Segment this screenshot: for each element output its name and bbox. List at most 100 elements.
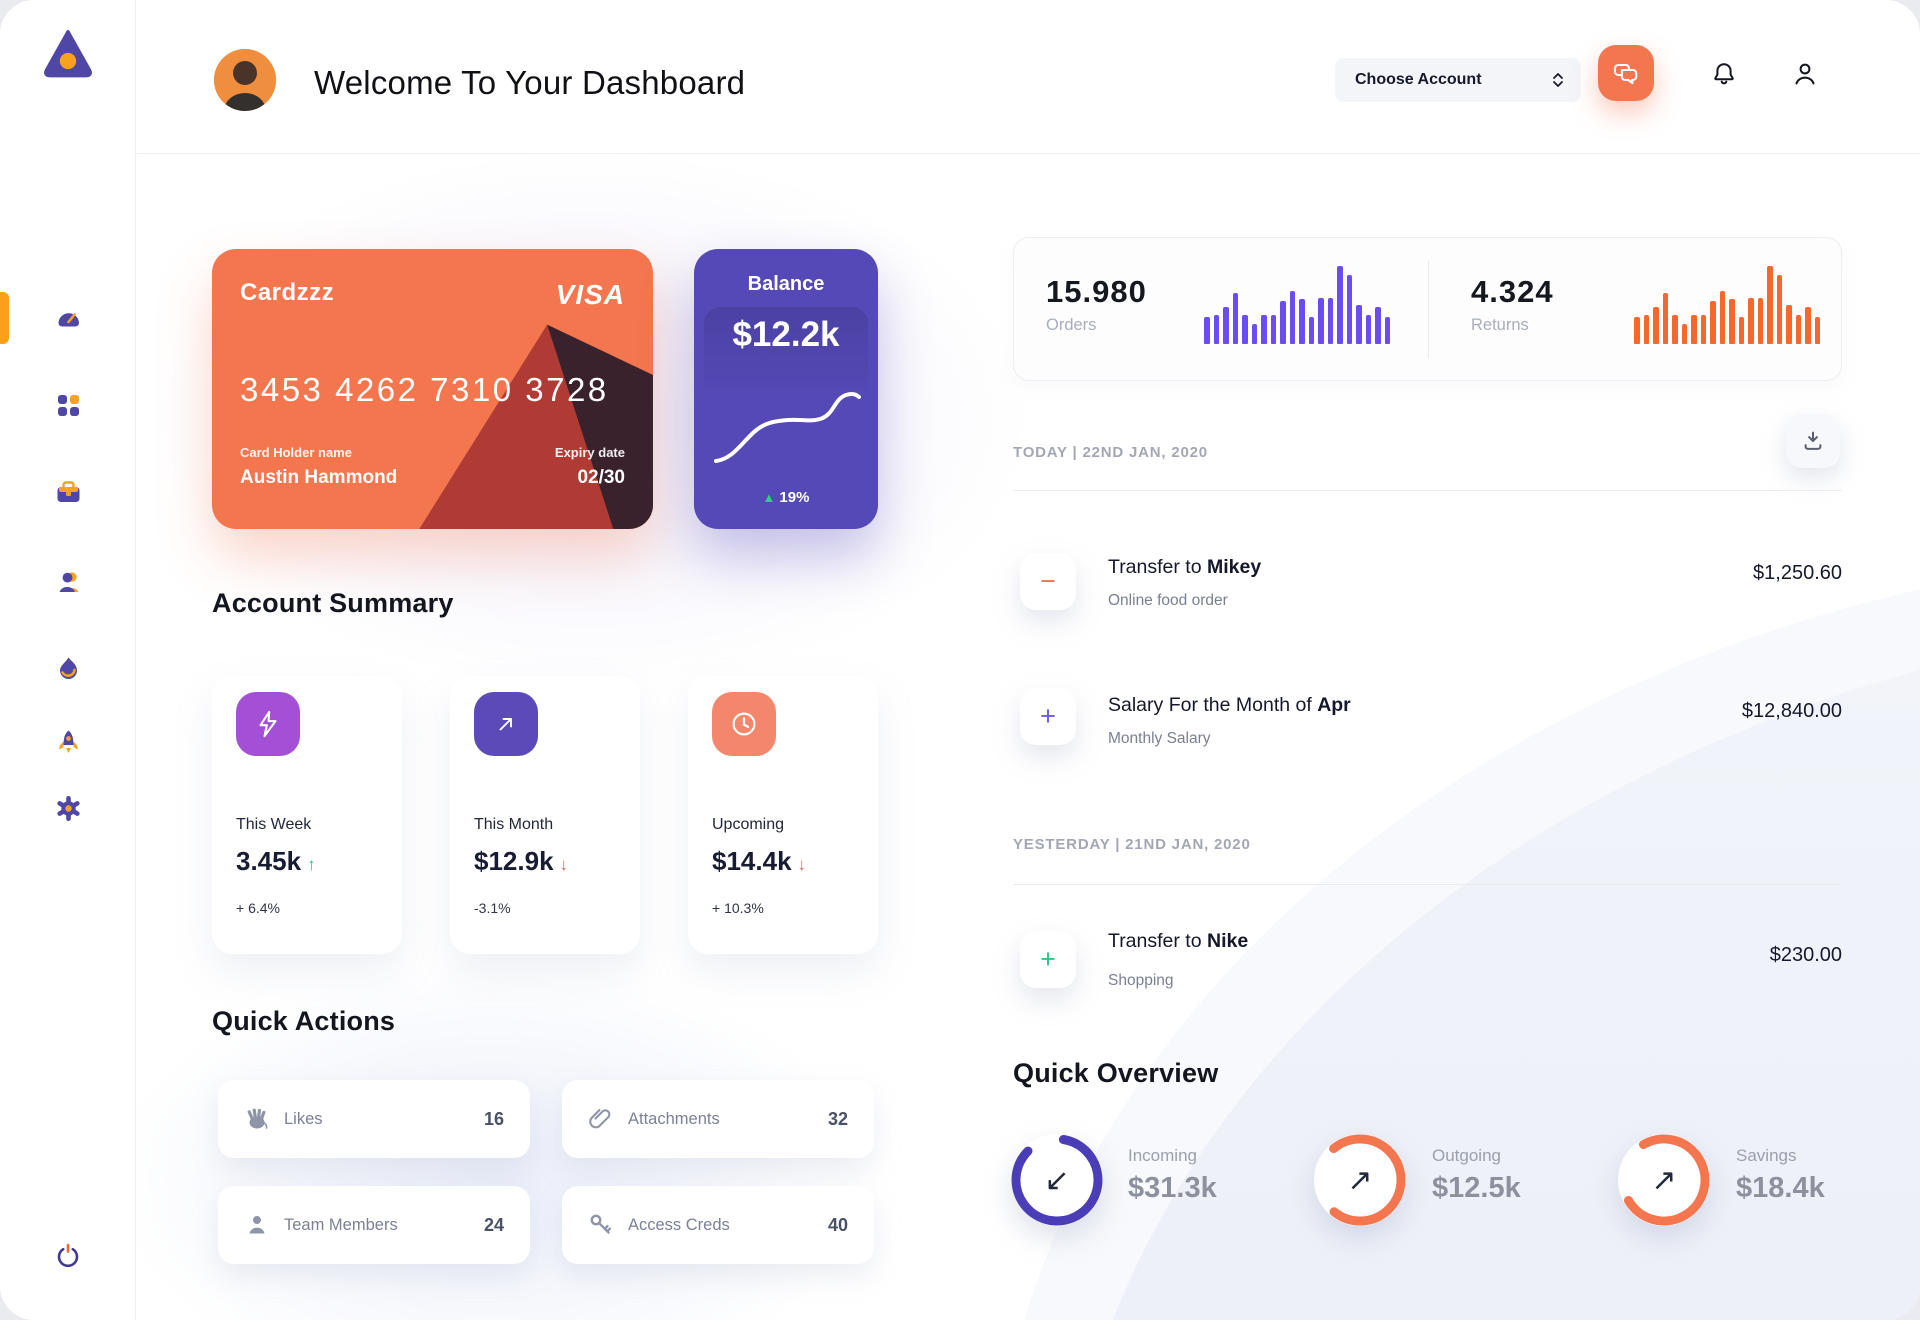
summary-delta: -3.1% <box>474 900 511 916</box>
page-title: Welcome To Your Dashboard <box>314 64 746 101</box>
orders-bar-chart <box>1204 264 1396 344</box>
summary-value: $14.4k ↓ <box>712 846 807 876</box>
bell-icon <box>1714 63 1734 85</box>
account-summary-title: Account Summary <box>212 588 454 618</box>
profile-button[interactable] <box>1791 60 1819 88</box>
transaction-amount: $1,250.60 <box>1753 562 1842 584</box>
download-icon <box>1804 431 1822 450</box>
orders-returns-panel: 15.980 Orders 4.324 Returns <box>1013 237 1842 381</box>
header-divider <box>137 153 1920 154</box>
active-nav-indicator <box>0 292 9 344</box>
outgoing-value: $12.5k <box>1432 1172 1521 1204</box>
quick-overview-title: Quick Overview <box>1013 1058 1219 1088</box>
balance-change: ▲ 19% <box>762 489 810 506</box>
transaction-subtitle: Online food order <box>1108 592 1228 609</box>
summary-value: $12.9k ↓ <box>474 846 569 876</box>
trend-arrow: ↓ <box>559 855 569 874</box>
balance-card: Balance $12.2k ▲ 19% <box>694 249 878 529</box>
incoming-value: $31.3k <box>1128 1172 1217 1204</box>
sidebar-logout[interactable] <box>50 1238 86 1274</box>
incoming-label: Incoming <box>1128 1146 1197 1165</box>
sidebar-item-settings[interactable] <box>50 790 86 826</box>
summary-label: This Month <box>474 816 554 833</box>
briefcase-icon <box>57 480 79 502</box>
outgoing-label: Outgoing <box>1432 1146 1501 1165</box>
transaction-title: Transfer to Mikey <box>1108 556 1262 578</box>
card-name: Cardzzz <box>240 279 335 306</box>
quick-action-count: 16 <box>483 1108 504 1129</box>
up-arrow-icon: ▲ <box>762 490 776 505</box>
account-select[interactable]: Choose Account <box>1335 58 1581 102</box>
returns-label: Returns <box>1471 316 1529 334</box>
quick-action-attachments[interactable]: Attachments 32 <box>562 1080 874 1158</box>
card-expiry-date: 02/30 <box>577 467 625 488</box>
orders-label: Orders <box>1046 316 1097 334</box>
quick-action-label: Attachments <box>628 1109 720 1128</box>
gear-icon <box>56 795 80 821</box>
clap-icon <box>247 1108 268 1129</box>
sidebar-item-trending[interactable] <box>50 650 86 686</box>
returns-value: 4.324 <box>1471 274 1554 309</box>
trend-arrow: ↑ <box>307 855 316 874</box>
sidebar-item-portfolio[interactable] <box>50 474 86 510</box>
quick-actions-title: Quick Actions <box>212 1006 396 1036</box>
balance-label: Balance <box>747 273 825 295</box>
quick-action-access-creds[interactable]: Access Creds 40 <box>562 1186 874 1264</box>
select-chevrons-icon <box>1553 73 1563 87</box>
minus-icon: − <box>1020 553 1076 610</box>
download-button[interactable] <box>1786 414 1840 468</box>
speedometer-icon <box>58 312 79 326</box>
orders-value: 15.980 <box>1046 274 1147 309</box>
savings-gauge: ↗ <box>1618 1134 1710 1226</box>
quick-action-team-members[interactable]: Team Members 24 <box>218 1186 530 1264</box>
summary-value: 3.45k ↑ <box>236 846 316 876</box>
summary-label: This Week <box>236 816 312 833</box>
card-holder-name: Austin Hammond <box>240 467 398 488</box>
credit-card: Cardzzz VISA 3453 4262 7310 3728 Card Ho… <box>212 249 653 529</box>
quick-action-label: Team Members <box>284 1215 398 1234</box>
flame-icon <box>59 657 77 679</box>
key-icon <box>590 1214 612 1234</box>
balance-line-chart <box>714 391 861 463</box>
arrow-up-right-icon: ↗ <box>1651 1163 1677 1197</box>
quick-action-label: Access Creds <box>628 1215 730 1234</box>
sidebar-item-dashboard[interactable] <box>50 298 86 334</box>
sidebar-item-launch[interactable] <box>50 724 86 760</box>
summary-card-this-month: This Month $12.9k ↓ -3.1% <box>450 676 640 954</box>
power-icon <box>57 1243 79 1268</box>
quick-action-likes[interactable]: Likes 16 <box>218 1080 530 1158</box>
user-avatar[interactable] <box>214 49 276 111</box>
card-number: 3453 4262 7310 3728 <box>240 371 609 408</box>
account-select-label: Choose Account <box>1355 71 1482 88</box>
quick-action-count: 24 <box>483 1214 504 1235</box>
user-icon <box>59 571 78 592</box>
avatar-photo <box>214 49 276 111</box>
transaction-title: Salary For the Month of Apr <box>1108 694 1351 716</box>
incoming-gauge: ↙ <box>1011 1134 1103 1226</box>
user-outline-icon <box>1795 63 1815 85</box>
transaction-amount: $230.00 <box>1769 944 1842 966</box>
transaction-title: Transfer to Nike <box>1108 930 1249 952</box>
visa-logo: VISA <box>555 279 625 310</box>
summary-delta: + 10.3% <box>712 900 764 916</box>
notifications-button[interactable] <box>1710 60 1738 88</box>
app-logo-icon <box>44 30 92 78</box>
summary-card-upcoming: Upcoming $14.4k ↓ + 10.3% <box>688 676 878 954</box>
card-expiry-label: Expiry date <box>554 445 625 460</box>
divider <box>1013 490 1842 491</box>
trend-arrow: ↓ <box>797 855 807 874</box>
stats-divider <box>1428 260 1429 358</box>
plus-icon: + <box>1020 931 1076 988</box>
transaction-subtitle: Shopping <box>1108 972 1174 989</box>
messages-button[interactable] <box>1598 45 1654 101</box>
arrow-down-left-icon <box>474 692 538 756</box>
summary-card-this-week: This Week 3.45k ↑ + 6.4% <box>212 676 402 954</box>
outgoing-gauge: ↗ <box>1314 1134 1406 1226</box>
divider <box>1013 884 1842 885</box>
sidebar-item-contacts[interactable] <box>50 564 86 600</box>
sidebar-item-apps[interactable] <box>50 387 86 423</box>
savings-value: $18.4k <box>1736 1172 1825 1204</box>
arrow-down-left-icon: ↙ <box>1044 1163 1070 1197</box>
summary-label: Upcoming <box>712 816 785 833</box>
